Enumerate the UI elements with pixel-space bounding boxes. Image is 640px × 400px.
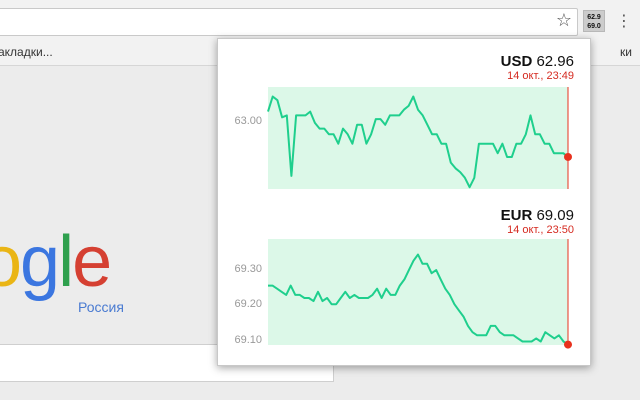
usd-code: USD — [500, 53, 533, 70]
star-icon[interactable]: ☆ — [555, 10, 573, 31]
usd-current-marker — [564, 152, 572, 161]
address-bar[interactable] — [0, 8, 578, 36]
eur-value: 69.09 — [536, 207, 574, 224]
google-logo: ogle — [0, 222, 112, 302]
currency-popup: 63.00 69.30 69.20 69.10 USD 62.96 14 окт… — [217, 38, 591, 366]
eur-ytick: 69.10 — [234, 334, 262, 346]
logo-region-label: Россия — [78, 299, 124, 315]
usd-timestamp: 14 окт., 23:49 — [507, 70, 574, 82]
extension-badge-line1: 62.9 — [587, 14, 601, 21]
eur-ytick: 69.20 — [234, 298, 262, 310]
usd-quote: USD 62.96 14 окт., 23:49 — [498, 53, 576, 83]
eur-ytick: 69.30 — [234, 263, 262, 275]
eur-timestamp: 14 окт., 23:50 — [507, 224, 574, 236]
menu-dots-icon[interactable]: ⋮ — [616, 11, 632, 30]
usd-ytick: 63.00 — [234, 115, 262, 127]
usd-chart: 63.00 — [234, 87, 572, 189]
eur-series-line — [268, 253, 569, 346]
eur-quote: EUR 69.09 14 окт., 23:50 — [498, 207, 576, 237]
usd-series-line — [267, 95, 569, 189]
extension-button[interactable]: 62.9 69.0 — [583, 10, 605, 32]
currency-charts: 63.00 69.30 69.20 69.10 — [234, 87, 572, 349]
eur-area-fill — [268, 239, 568, 345]
eur-code: EUR — [500, 207, 533, 224]
usd-value: 62.96 — [536, 53, 574, 70]
usd-area-fill — [268, 87, 568, 189]
bookmarks-label-right[interactable]: ки — [620, 45, 632, 59]
bookmarks-label-left[interactable]: акладки... — [0, 45, 53, 59]
eur-chart: 69.30 69.20 69.10 — [234, 239, 572, 349]
eur-current-marker — [564, 340, 572, 349]
extension-badge-line2: 69.0 — [587, 23, 601, 30]
browser-toolbar: ☆ 62.9 69.0 ⋮ — [0, 0, 640, 38]
